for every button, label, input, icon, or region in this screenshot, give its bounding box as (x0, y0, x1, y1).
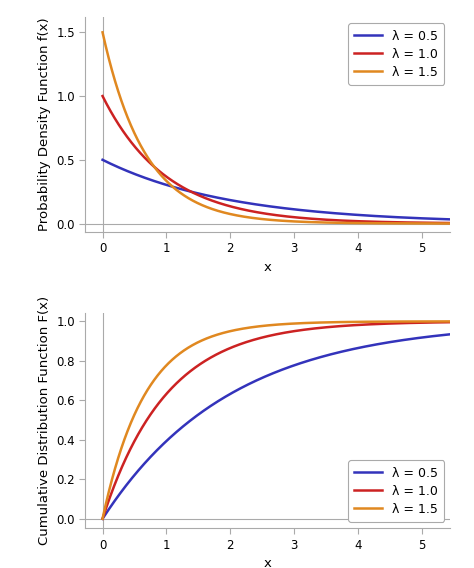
λ = 1.0 (260, 334, 265, 341)
Legend: λ = 0.5, λ = 1.0, λ = 1.5: λ = 0.5, λ = 1.0, λ = 1.5 (348, 23, 444, 85)
λ = 1.5 (438, 220, 443, 227)
λ = 1.5 (118, 448, 123, 455)
Y-axis label: Cumulative Distribution Function F(x): Cumulative Distribution Function F(x) (38, 296, 51, 545)
λ = 1.5 (437, 318, 443, 325)
X-axis label: x: x (264, 261, 272, 274)
λ = 1.5 (260, 323, 265, 329)
λ = 1.5 (118, 94, 123, 101)
Y-axis label: Probability Density Function f(x): Probability Density Function f(x) (38, 18, 51, 231)
Line: λ = 0.5: λ = 0.5 (102, 160, 450, 219)
λ = 0.5 (447, 216, 453, 223)
λ = 1.0 (260, 210, 265, 216)
λ = 0.5 (100, 515, 105, 522)
Legend: λ = 0.5, λ = 1.0, λ = 1.5: λ = 0.5, λ = 1.0, λ = 1.5 (348, 461, 444, 522)
λ = 0.5 (374, 212, 379, 219)
λ = 0.5 (100, 156, 105, 163)
λ = 1.5 (269, 321, 274, 328)
λ = 1.5 (374, 318, 379, 325)
λ = 1.5 (447, 220, 453, 227)
λ = 1.0 (437, 319, 443, 326)
λ = 0.5 (260, 374, 265, 381)
λ = 1.0 (438, 319, 443, 326)
λ = 1.0 (438, 219, 443, 226)
λ = 1.0 (100, 515, 105, 522)
λ = 1.0 (269, 211, 274, 218)
Line: λ = 1.0: λ = 1.0 (102, 96, 450, 223)
λ = 1.5 (100, 515, 105, 522)
λ = 0.5 (260, 202, 265, 209)
Line: λ = 1.5: λ = 1.5 (102, 321, 450, 519)
λ = 0.5 (374, 341, 379, 348)
λ = 1.0 (118, 124, 123, 131)
λ = 0.5 (437, 216, 443, 223)
λ = 1.0 (269, 332, 274, 339)
λ = 0.5 (269, 370, 274, 377)
X-axis label: x: x (264, 557, 272, 568)
λ = 1.5 (269, 216, 274, 223)
Line: λ = 0.5: λ = 0.5 (102, 335, 450, 519)
λ = 1.5 (374, 220, 379, 227)
λ = 1.5 (100, 29, 105, 36)
Line: λ = 1.5: λ = 1.5 (102, 32, 450, 223)
λ = 0.5 (118, 165, 123, 172)
λ = 0.5 (118, 490, 123, 496)
λ = 0.5 (447, 331, 453, 338)
λ = 1.5 (447, 318, 453, 325)
λ = 1.0 (118, 467, 123, 474)
λ = 1.0 (447, 220, 453, 227)
λ = 1.0 (374, 321, 379, 328)
λ = 1.0 (447, 319, 453, 325)
λ = 1.0 (100, 93, 105, 99)
Line: λ = 1.0: λ = 1.0 (102, 322, 450, 519)
λ = 1.5 (438, 318, 443, 325)
λ = 0.5 (438, 216, 443, 223)
λ = 1.5 (437, 220, 443, 227)
λ = 1.0 (374, 218, 379, 225)
λ = 0.5 (269, 203, 274, 210)
λ = 1.0 (437, 219, 443, 226)
λ = 1.5 (260, 216, 265, 223)
λ = 0.5 (438, 332, 443, 339)
λ = 0.5 (437, 332, 443, 339)
